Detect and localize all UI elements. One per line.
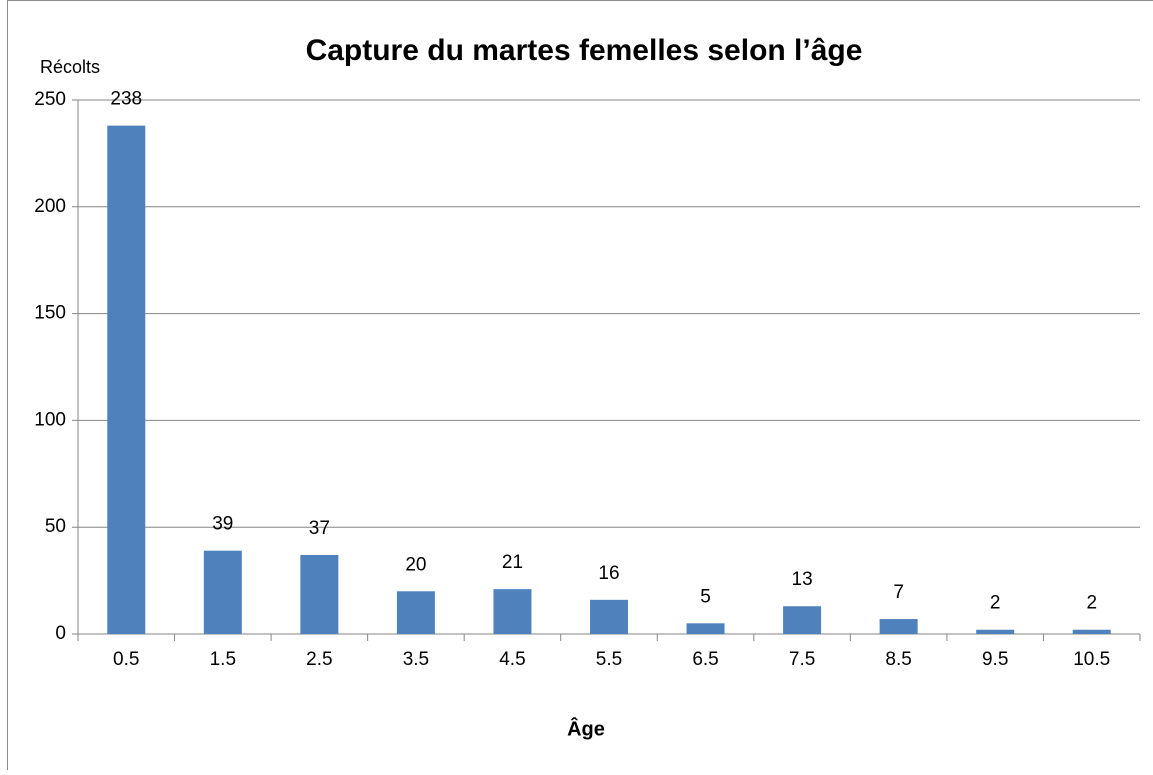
x-axis-label: Âge [567,716,605,740]
y-axis-label: Récolts [40,57,100,77]
x-tick-label: 9.5 [982,649,1008,670]
bar [880,619,918,634]
y-tick-label: 100 [34,409,66,430]
data-label: 238 [110,89,142,110]
data-label: 2 [1086,593,1097,614]
x-tick-label: 0.5 [113,649,139,670]
y-tick-label: 200 [34,196,66,217]
x-tick-label: 7.5 [789,649,815,670]
bar [1073,630,1111,634]
y-tick-label: 150 [34,303,66,324]
data-label: 16 [598,563,619,584]
data-label: 13 [792,569,813,590]
y-tick-label: 250 [34,89,66,110]
data-label: 7 [893,582,904,603]
bar [590,600,628,634]
y-tick-label: 0 [55,623,66,644]
data-label: 20 [405,554,426,575]
x-tick-label: 6.5 [692,649,718,670]
bar [204,551,242,634]
data-label: 21 [502,552,523,573]
x-tick-label: 4.5 [499,649,525,670]
x-tick-label: 1.5 [210,649,236,670]
chart-title: Capture du martes femelles selon l’âge [306,34,863,67]
bar [687,623,725,634]
data-label: 39 [212,514,233,535]
x-tick-label: 8.5 [885,649,911,670]
data-label: 5 [700,586,711,607]
bar [783,606,821,634]
bar [493,589,531,634]
x-tick-label: 2.5 [306,649,332,670]
bar [976,630,1014,634]
data-label: 37 [309,518,330,539]
x-tick-label: 10.5 [1073,649,1110,670]
data-label: 2 [990,593,1001,614]
x-tick-label: 3.5 [403,649,429,670]
y-tick-label: 50 [45,516,66,537]
bar [107,126,145,634]
bar [300,555,338,634]
x-tick-label: 5.5 [596,649,622,670]
bar [397,591,435,634]
